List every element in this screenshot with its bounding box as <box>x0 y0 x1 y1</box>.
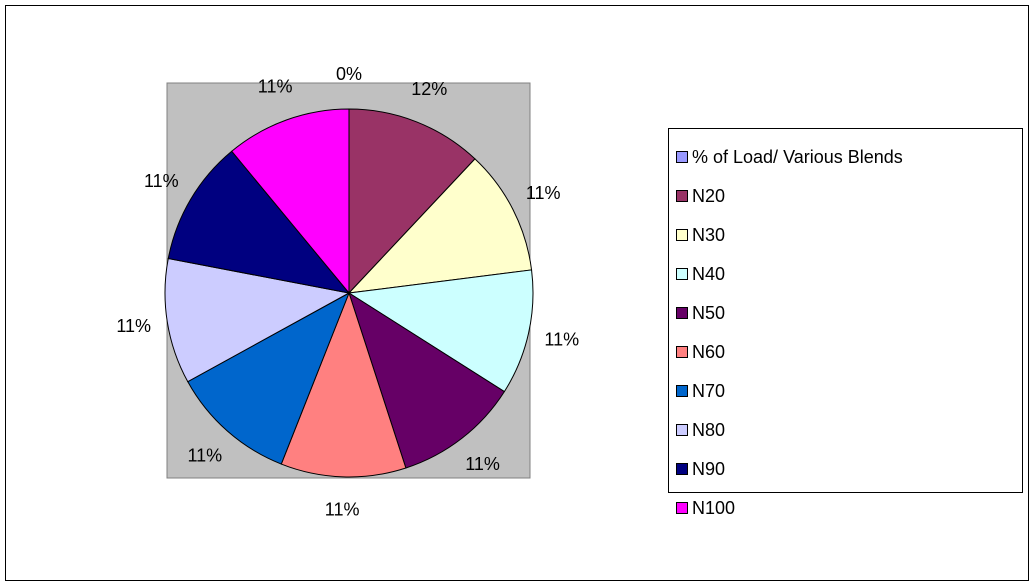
data-label: 11% <box>116 316 151 336</box>
pie-slice <box>280 291 407 478</box>
legend-label: N20 <box>692 186 725 206</box>
legend-swatch <box>676 268 688 280</box>
pie-slice <box>347 269 534 393</box>
legend-swatch <box>676 346 688 358</box>
data-label: 11% <box>187 445 222 465</box>
legend-label: N30 <box>692 225 725 245</box>
data-label: 11% <box>544 329 579 349</box>
legend-label: N100 <box>692 498 735 518</box>
legend-box <box>668 128 1023 493</box>
data-label: 11% <box>258 77 293 97</box>
legend-label: N80 <box>692 420 725 440</box>
legend-swatch <box>676 502 688 514</box>
pie-slice <box>187 291 350 465</box>
pie-slice <box>348 108 476 295</box>
pie-slice <box>167 150 351 294</box>
legend-swatch <box>676 385 688 397</box>
legend-swatch <box>676 151 688 163</box>
legend-label: N50 <box>692 303 725 323</box>
pie-slice <box>347 158 533 294</box>
legend-swatch <box>676 229 688 241</box>
legend-label: N60 <box>692 342 725 362</box>
data-label: 12% <box>411 79 447 99</box>
legend-label: N70 <box>692 381 725 401</box>
pie-slice <box>348 291 506 469</box>
data-label: 11% <box>325 500 360 520</box>
data-label: 0% <box>336 64 362 84</box>
legend-label: N40 <box>692 264 725 284</box>
legend-swatch <box>676 463 688 475</box>
data-label: 11% <box>144 171 179 191</box>
data-label: 11% <box>526 183 561 203</box>
legend-swatch <box>676 424 688 436</box>
legend-label: % of Load/ Various Blends <box>692 147 903 167</box>
legend-swatch <box>676 307 688 319</box>
pie-slice <box>231 108 350 295</box>
legend-swatch <box>676 190 688 202</box>
legend-label: N90 <box>692 459 725 479</box>
data-label: 11% <box>465 454 500 474</box>
pie-slice <box>164 257 351 383</box>
